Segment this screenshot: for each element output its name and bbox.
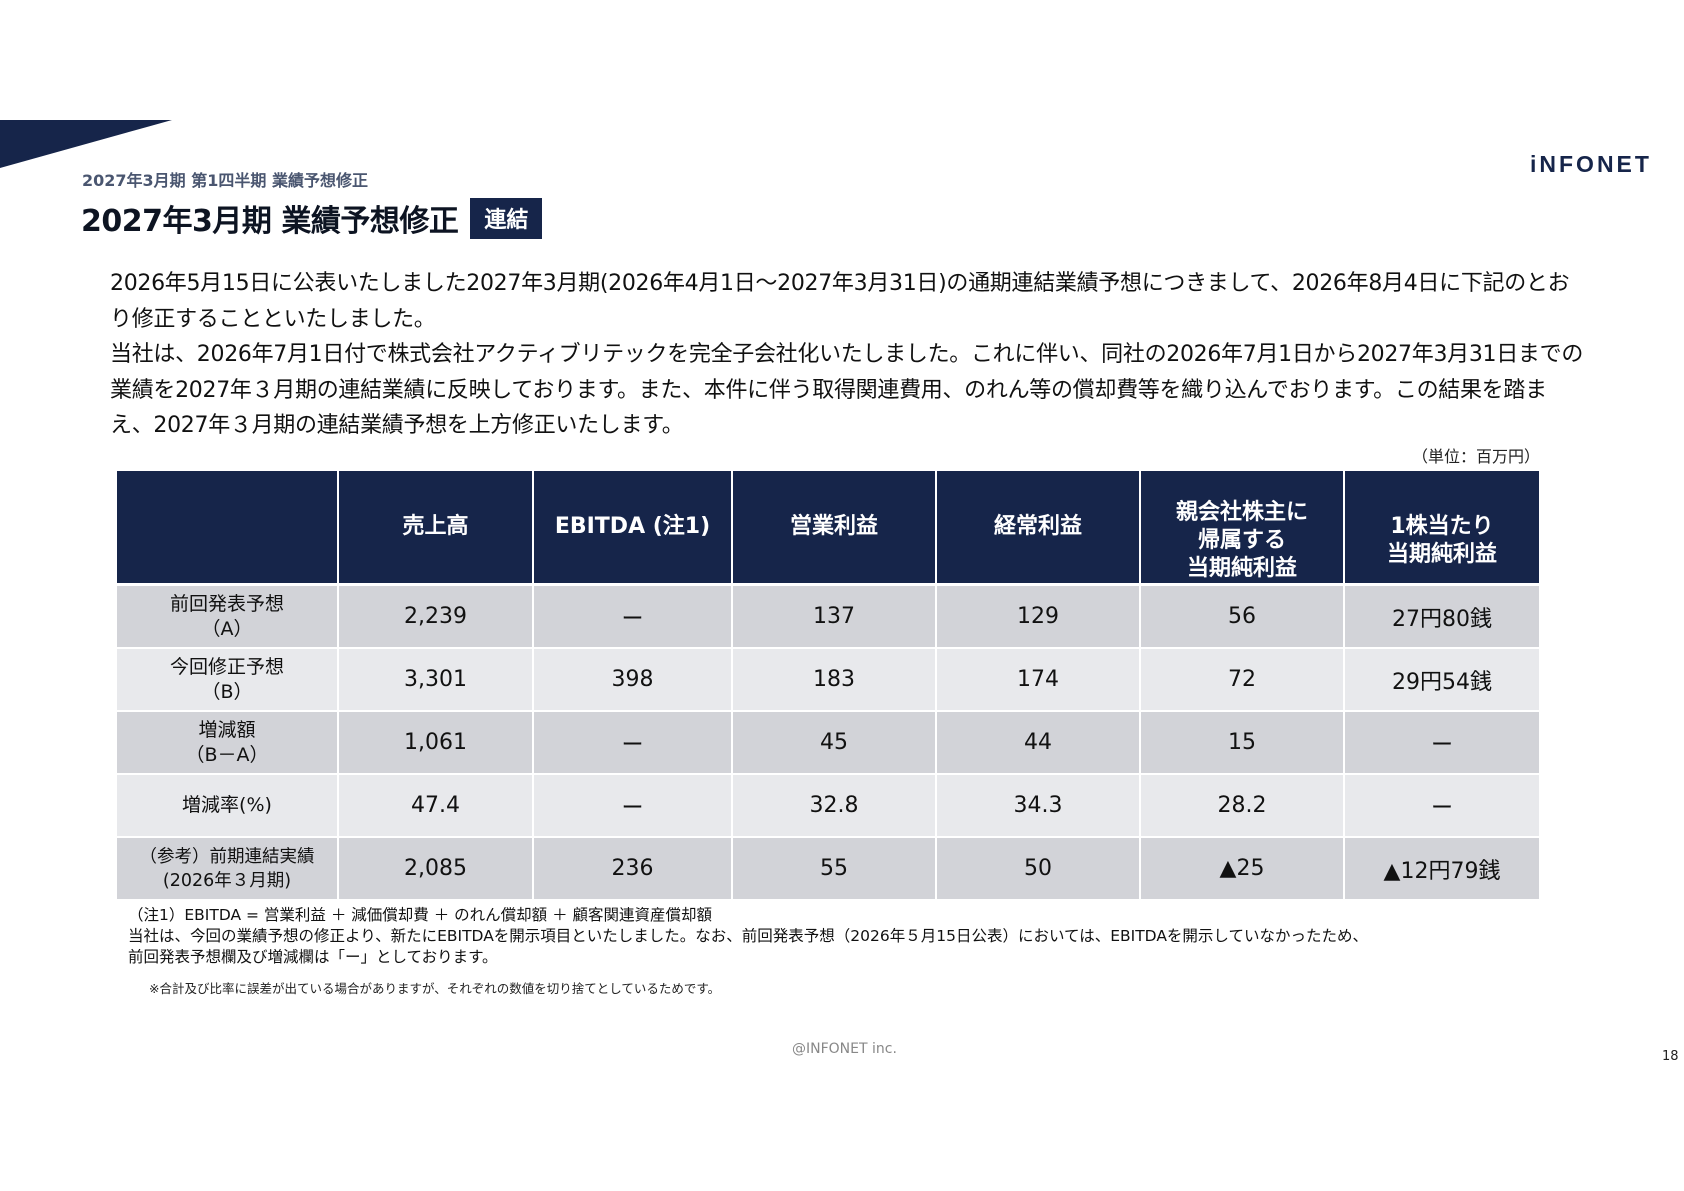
table-cell: 236	[532, 836, 733, 901]
table-cell: 47.4	[337, 773, 534, 838]
rounding-disclaimer: ※合計及び比率に誤差が出ている場合がありますが、それぞれの数値を切り捨てとしてい…	[149, 981, 721, 996]
table-header-row: 売上高 EBITDA (注1) 営業利益 経常利益 親会社株主に 帰属する 当期…	[115, 469, 1541, 586]
table-cell: ー	[532, 773, 733, 838]
page-number: 18	[1662, 1049, 1679, 1064]
row-label: 今回修正予想 （B）	[115, 647, 339, 712]
header-cell-text: 1株当たり 当期純利益	[1386, 514, 1497, 567]
table-cell: 174	[935, 647, 1141, 712]
copyright: @INFONET inc.	[792, 1041, 897, 1057]
row-label: 前回発表予想 （A）	[115, 583, 339, 649]
table-cell: 27円80銭	[1343, 583, 1541, 649]
table-cell: 72	[1139, 647, 1345, 712]
table-cell: 44	[935, 710, 1141, 775]
table-cell: 398	[532, 647, 733, 712]
table-cell: ▲25	[1139, 836, 1345, 901]
table-cell: ▲12円79銭	[1343, 836, 1541, 901]
header-cell-text: 親会社株主に 帰属する 当期純利益	[1175, 500, 1308, 581]
row-label: 増減額 （B－A）	[115, 710, 339, 775]
table-cell: 29円54銭	[1343, 647, 1541, 712]
footnote-line: （注1）EBITDA = 営業利益 ＋ 減価償却費 ＋ のれん償却額 ＋ 顧客関…	[128, 906, 712, 924]
header-cell: 経常利益	[935, 469, 1141, 586]
table-row: 増減率(%) 47.4 ー 32.8 34.3 28.2 ー	[115, 773, 1541, 838]
title-row: 2027年3月期 業績予想修正 連結	[81, 196, 543, 240]
corner-accent-shape	[0, 120, 172, 168]
table-row: 増減額 （B－A） 1,061 ー 45 44 15 ー	[115, 710, 1541, 775]
footnotes: （注1）EBITDA = 営業利益 ＋ 減価償却費 ＋ のれん償却額 ＋ 顧客関…	[128, 905, 1578, 968]
table-cell: 34.3	[935, 773, 1141, 838]
table-cell: ー	[1343, 710, 1541, 775]
table-cell: 183	[731, 647, 937, 712]
table-cell: 56	[1139, 583, 1345, 649]
header-cell: 親会社株主に 帰属する 当期純利益	[1139, 469, 1345, 586]
table-cell: ー	[532, 710, 733, 775]
header-cell: EBITDA (注1)	[532, 469, 733, 586]
table-cell: 2,085	[337, 836, 534, 901]
table-row: 前回発表予想 （A） 2,239 ー 137 129 56 27円80銭	[115, 583, 1541, 649]
unit-label: （単位：百万円）	[1412, 447, 1541, 466]
table-cell: 50	[935, 836, 1141, 901]
infonet-logo: iNFONET	[1530, 151, 1652, 177]
table-cell: 55	[731, 836, 937, 901]
header-cell: 売上高	[337, 469, 534, 586]
row-label: 増減率(%)	[115, 773, 339, 838]
table-cell: 3,301	[337, 647, 534, 712]
consolidated-badge: 連結	[470, 197, 543, 239]
announcement-text: 2026年5月15日に公表いたしました2027年3月期(2026年4月1日～20…	[110, 266, 1590, 444]
table-cell: 137	[731, 583, 937, 649]
table-cell: 1,061	[337, 710, 534, 775]
table-cell: 129	[935, 583, 1141, 649]
announcement-paragraph: 当社は、2026年7月1日付で株式会社アクティブリテックを完全子会社化いたしまし…	[110, 342, 1584, 438]
row-label: （参考）前期連結実績 (2026年３月期)	[115, 836, 339, 901]
announcement-paragraph: 2026年5月15日に公表いたしました2027年3月期(2026年4月1日～20…	[110, 271, 1570, 332]
table-row: （参考）前期連結実績 (2026年３月期) 2,085 236 55 50 ▲2…	[115, 836, 1541, 901]
table-cell: 28.2	[1139, 773, 1345, 838]
page-title: 2027年3月期 業績予想修正	[81, 204, 459, 239]
table-cell: 45	[731, 710, 937, 775]
header-cell	[115, 469, 339, 586]
table-cell: 32.8	[731, 773, 937, 838]
forecast-table: 売上高 EBITDA (注1) 営業利益 経常利益 親会社株主に 帰属する 当期…	[115, 469, 1541, 901]
table-cell: 15	[1139, 710, 1345, 775]
table-row: 今回修正予想 （B） 3,301 398 183 174 72 29円54銭	[115, 647, 1541, 712]
table-cell: ー	[532, 583, 733, 649]
header-cell: 1株当たり 当期純利益	[1343, 469, 1541, 586]
table-cell: ー	[1343, 773, 1541, 838]
table-cell: 2,239	[337, 583, 534, 649]
header-cell: 営業利益	[731, 469, 937, 586]
footnote-line: 当社は、今回の業績予想の修正より、新たにEBITDAを開示項目といたしました。な…	[128, 927, 1368, 945]
footnote-line: 前回発表予想欄及び増減欄は「ー」としております。	[128, 948, 498, 966]
page-subtitle: 2027年3月期 第1四半期 業績予想修正	[82, 171, 368, 190]
